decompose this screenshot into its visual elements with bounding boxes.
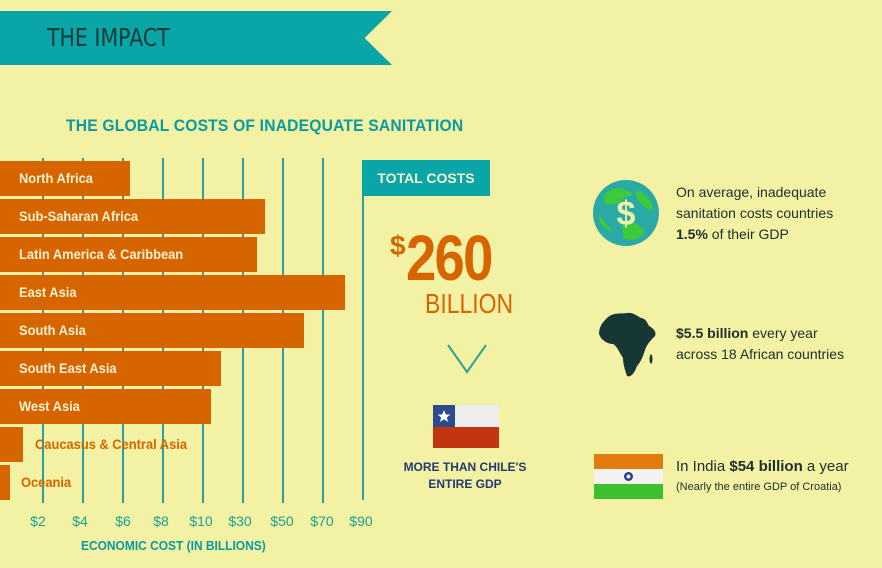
x-tick-label: $6 [115,513,131,529]
globe-dollar-icon: $ [593,180,659,246]
fact-text: every year [748,325,818,341]
fact-text: 1.5% of their GDP [676,224,833,245]
bar-label: Latin America & Caribbean [19,246,184,262]
currency-symbol: $ [390,230,406,261]
bar-east-asia [0,275,345,310]
x-tick-label: $4 [72,513,88,529]
x-tick-label: $50 [270,513,294,529]
chile-comparison: MORE THAN CHILE'S ENTIRE GDP [400,459,530,493]
x-tick-label: $2 [30,513,46,529]
bar-label: East Asia [19,284,77,300]
bar-label: Sub-Saharan Africa [19,208,139,224]
section-banner: THE IMPACT [0,11,392,65]
x-tick-label: $30 [228,513,252,529]
x-tick-label: $10 [189,513,213,529]
bar-label: Oceania [21,474,72,490]
bar-label: Caucasus & Central Asia [35,436,188,452]
fact-highlight: $5.5 billion [676,325,749,341]
bar-label: West Asia [19,398,80,414]
bar-south-asia [0,313,304,348]
comparison-line-2: ENTIRE GDP [428,477,502,491]
fact-text: $5.5 billion every year [676,323,844,344]
x-tick-label: $90 [349,513,373,529]
fact-text: In India [676,458,730,475]
bar-caucasus [0,427,23,462]
bar-north-africa [0,161,130,196]
fact-note: (Nearly the entire GDP of Croatia) [676,481,842,493]
fact-text: across 18 African countries [676,346,845,362]
comparison-line-1: MORE THAN CHILE'S [403,460,527,474]
total-unit: BILLION [425,288,514,319]
x-tick-label: $8 [153,513,169,529]
bar-label: South Asia [19,322,86,338]
bar-label: South East Asia [19,360,117,376]
bar-oceania [0,465,10,500]
fact-gdp: On average, inadequate sanitation costs … [676,182,833,245]
fact-africa: $5.5 billion every year across 18 Africa… [676,323,844,365]
bar-west-asia [0,389,211,424]
x-tick-label: $70 [310,513,334,529]
fact-text: of their GDP [707,226,789,242]
x-axis-title: ECONOMIC COST (IN BILLIONS) [81,538,266,553]
fact-highlight: 1.5% [676,226,708,242]
fact-india: In India $54 billion a year (Nearly the … [676,456,849,498]
bar-latin-america [0,237,257,272]
fact-text: sanitation costs countries [676,205,834,221]
total-value: 260 [405,222,493,294]
africa-map-icon [599,312,656,377]
fact-text: On average, inadequate [676,184,827,200]
gridline [322,158,324,503]
bar-sub-saharan-africa [0,199,265,234]
total-amount: $ 260 [390,226,506,290]
section-title: THE IMPACT [47,23,170,52]
bar-label: North Africa [19,170,93,186]
total-divider [362,160,364,500]
chevron-down-icon [447,344,487,374]
chile-flag-icon [433,405,499,448]
chart-title: THE GLOBAL COSTS OF INADEQUATE SANITATIO… [66,116,464,135]
bar-south-east-asia [0,351,221,386]
fact-text: In India $54 billion a year [676,456,849,477]
fact-highlight: $54 billion [729,458,803,475]
svg-text:$: $ [617,195,636,233]
india-flag-icon [594,454,663,499]
total-costs-header: TOTAL COSTS [362,160,490,196]
fact-text: a year [802,458,849,475]
